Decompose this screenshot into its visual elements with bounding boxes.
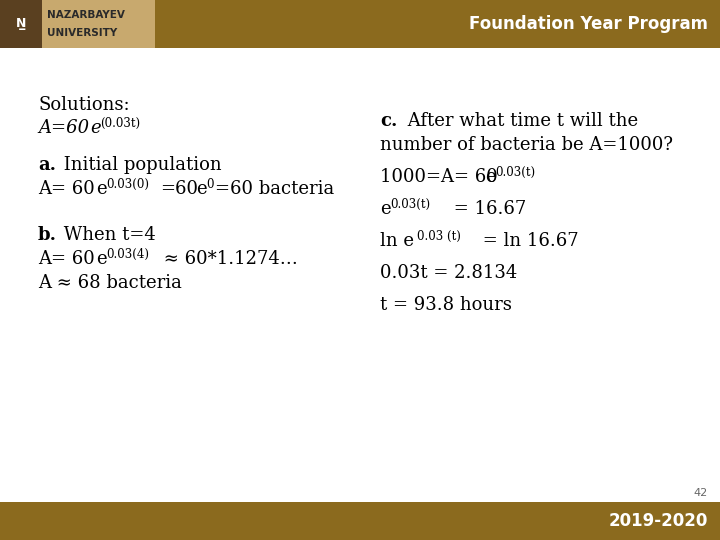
Text: A= 60: A= 60 [38, 250, 95, 268]
Text: e: e [90, 119, 101, 137]
Text: =60 bacteria: =60 bacteria [215, 180, 334, 198]
Text: 0.03(t): 0.03(t) [390, 198, 430, 211]
Bar [0, 0, 42, 48]
Text: A= 60: A= 60 [38, 180, 95, 198]
Text: 0.03 (t): 0.03 (t) [417, 230, 461, 243]
Text: UNIVERSITY: UNIVERSITY [47, 28, 117, 38]
Text: = ln 16.67: = ln 16.67 [477, 232, 579, 250]
Text: 0.03(t): 0.03(t) [495, 166, 535, 179]
Text: b.: b. [38, 226, 57, 244]
Text: number of bacteria be A=1000?: number of bacteria be A=1000? [380, 136, 673, 154]
Text: e: e [96, 180, 107, 198]
Bar [0, 502, 720, 540]
Bar [0, 0, 155, 48]
Text: 0: 0 [206, 178, 214, 191]
Text: A ≈ 68 bacteria: A ≈ 68 bacteria [38, 274, 182, 292]
Text: ≈ 60*1.1274…: ≈ 60*1.1274… [158, 250, 298, 268]
Text: =60: =60 [160, 180, 198, 198]
Text: Initial population: Initial population [58, 156, 222, 174]
Text: 0.03t = 2.8134: 0.03t = 2.8134 [380, 264, 517, 282]
Text: 1000=A= 60: 1000=A= 60 [380, 168, 498, 186]
Text: 2019-2020: 2019-2020 [608, 512, 708, 530]
Text: e: e [96, 250, 107, 268]
Text: After what time t will the: After what time t will the [402, 112, 638, 130]
Text: 0.03(0): 0.03(0) [106, 178, 149, 191]
Bar [0, 0, 720, 48]
Text: (0.03t): (0.03t) [100, 117, 140, 130]
Bar [42, 0, 155, 48]
Text: e: e [485, 168, 495, 186]
Text: e: e [196, 180, 207, 198]
Text: NAZARBAYEV: NAZARBAYEV [47, 10, 125, 21]
Text: Foundation Year Program: Foundation Year Program [469, 15, 708, 33]
Text: t = 93.8 hours: t = 93.8 hours [380, 296, 512, 314]
Text: 0.03(4): 0.03(4) [106, 248, 149, 261]
Text: ln e: ln e [380, 232, 414, 250]
Text: c.: c. [380, 112, 397, 130]
Text: = 16.67: = 16.67 [448, 200, 526, 218]
Text: When t=4: When t=4 [58, 226, 156, 244]
Text: a.: a. [38, 156, 56, 174]
Text: A=60: A=60 [38, 119, 89, 137]
Text: Solutions:: Solutions: [38, 96, 130, 114]
Text: e: e [380, 200, 391, 218]
Text: N̲: N̲ [16, 17, 26, 30]
Text: 42: 42 [694, 488, 708, 498]
